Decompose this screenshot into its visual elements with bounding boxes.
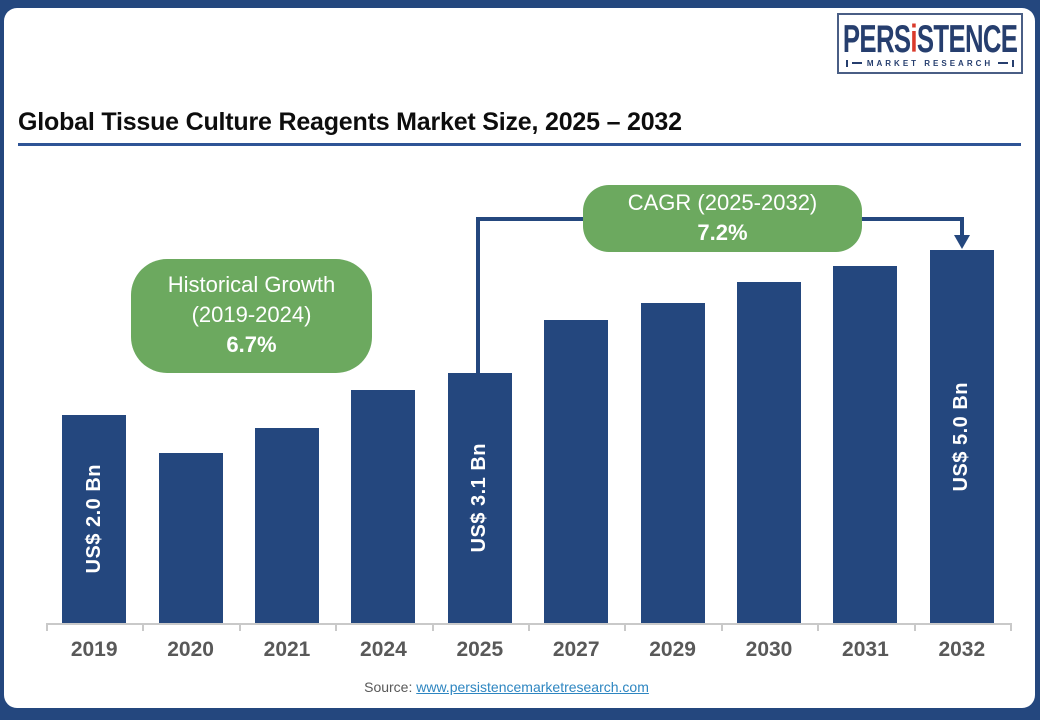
bar-2030 bbox=[737, 282, 801, 623]
historical-growth-line1: Historical Growth bbox=[167, 272, 336, 297]
bar-2019: US$ 2.0 Bn bbox=[62, 415, 127, 623]
x-axis-label-2021: 2021 bbox=[263, 638, 311, 661]
cagr-value: 7.2% bbox=[697, 220, 748, 245]
x-axis-tick bbox=[817, 623, 820, 631]
logo-left-tick bbox=[846, 59, 848, 67]
title-underline bbox=[18, 143, 1021, 146]
brand-subtitle-row: MARKET RESEARCH bbox=[839, 59, 1021, 68]
brand-subtitle: MARKET RESEARCH bbox=[866, 58, 994, 68]
x-axis-label-2027: 2027 bbox=[552, 638, 600, 661]
x-axis-tick bbox=[142, 623, 145, 631]
historical-growth-callout: Historical Growth (2019-2024) 6.7% bbox=[131, 259, 372, 373]
logo-left-rule bbox=[852, 62, 862, 64]
x-axis-label-2020: 2020 bbox=[167, 638, 214, 661]
x-axis-tick bbox=[720, 623, 723, 631]
bar-2032: US$ 5.0 Bn bbox=[929, 250, 994, 623]
page-title: Global Tissue Culture Reagents Market Si… bbox=[18, 108, 682, 136]
source-line: Source: www.persistencemarketresearch.co… bbox=[4, 679, 1009, 695]
x-axis-tick bbox=[528, 623, 530, 631]
historical-growth-line2: (2019-2024) bbox=[191, 302, 312, 327]
bar-value-label-2032: US$ 5.0 Bn bbox=[950, 381, 973, 492]
brand-wordmark: PERSiSTENCE bbox=[843, 20, 1018, 59]
cagr-arrowhead-icon bbox=[954, 235, 970, 249]
bar-2024 bbox=[351, 390, 416, 623]
bar-2021 bbox=[255, 428, 319, 623]
cagr-connector-right-horizontal bbox=[862, 217, 964, 221]
brand-text-pre: PERS bbox=[842, 17, 911, 61]
bar-2025: US$ 3.1 Bn bbox=[447, 373, 512, 623]
cagr-connector-left-vertical bbox=[476, 217, 480, 373]
slide-canvas: PERSiSTENCE MARKET RESEARCH Global Tissu… bbox=[4, 8, 1035, 708]
bar-chart: Historical Growth (2019-2024) 6.7% CAGR … bbox=[4, 8, 1035, 708]
x-axis-label-2025: 2025 bbox=[456, 638, 504, 661]
bar-2020 bbox=[158, 453, 223, 623]
x-axis-tick bbox=[1010, 623, 1012, 631]
x-axis-label-2031: 2031 bbox=[842, 638, 889, 661]
logo-right-rule bbox=[998, 62, 1008, 64]
brand-text-post: STENCE bbox=[916, 17, 1018, 61]
bar-value-label-2025: US$ 3.1 Bn bbox=[468, 443, 491, 553]
x-axis-tick bbox=[238, 623, 241, 631]
bar-2029 bbox=[640, 303, 705, 623]
x-axis-tick bbox=[431, 623, 434, 631]
bar-2031 bbox=[833, 266, 898, 623]
x-axis-tick bbox=[913, 623, 916, 631]
cagr-callout: CAGR (2025-2032) 7.2% bbox=[583, 185, 862, 252]
cagr-line1: CAGR (2025-2032) bbox=[627, 190, 818, 215]
cagr-connector-left-horizontal bbox=[476, 217, 583, 221]
historical-growth-value: 6.7% bbox=[226, 332, 277, 357]
x-axis-label-2029: 2029 bbox=[649, 638, 696, 661]
x-axis-tick bbox=[335, 623, 338, 631]
bar-value-label-2019: US$ 2.0 Bn bbox=[82, 464, 105, 574]
x-axis-label-2032: 2032 bbox=[938, 638, 986, 661]
x-axis-tick bbox=[46, 623, 48, 631]
brand-text-i: i bbox=[910, 17, 917, 61]
x-axis-label-2030: 2030 bbox=[745, 638, 793, 661]
logo-right-tick bbox=[1012, 59, 1014, 67]
source-label: Source: bbox=[364, 679, 413, 695]
cagr-connector-right-vertical bbox=[960, 217, 964, 236]
x-axis-label-2024: 2024 bbox=[360, 638, 407, 661]
source-link[interactable]: www.persistencemarketresearch.com bbox=[416, 679, 649, 695]
brand-logo: PERSiSTENCE MARKET RESEARCH bbox=[837, 13, 1023, 74]
x-axis-tick bbox=[624, 623, 627, 631]
x-axis-label-2019: 2019 bbox=[70, 638, 118, 661]
bar-2027 bbox=[544, 320, 609, 623]
